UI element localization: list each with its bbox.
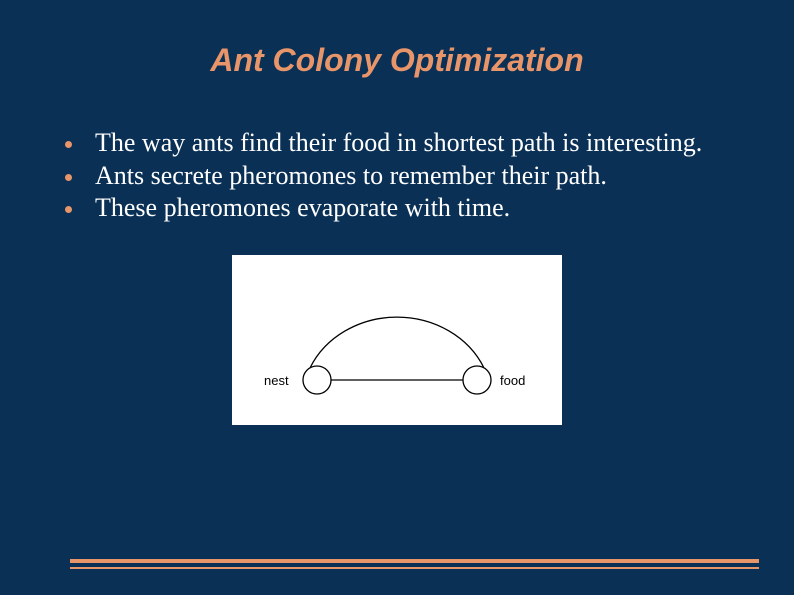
svg-text:food: food (500, 373, 525, 388)
slide-title: Ant Colony Optimization (35, 42, 759, 79)
bullet-text: Ants secrete pheromones to remember thei… (95, 161, 607, 190)
bullet-item: These pheromones evaporate with time. (65, 192, 759, 225)
footer-line-thin (70, 567, 759, 569)
ant-path-diagram: nest food (232, 255, 562, 425)
footer-divider (70, 559, 759, 569)
bullet-item: The way ants find their food in shortest… (65, 127, 759, 160)
bullet-text: These pheromones evaporate with time. (95, 193, 510, 222)
svg-text:nest: nest (264, 373, 289, 388)
bullet-text: The way ants find their food in shortest… (95, 128, 702, 157)
footer-line-thick (70, 559, 759, 563)
slide: Ant Colony Optimization The way ants fin… (0, 0, 794, 595)
bullet-item: Ants secrete pheromones to remember thei… (65, 160, 759, 193)
diagram-svg: nest food (232, 255, 562, 425)
bullet-list: The way ants find their food in shortest… (35, 127, 759, 225)
